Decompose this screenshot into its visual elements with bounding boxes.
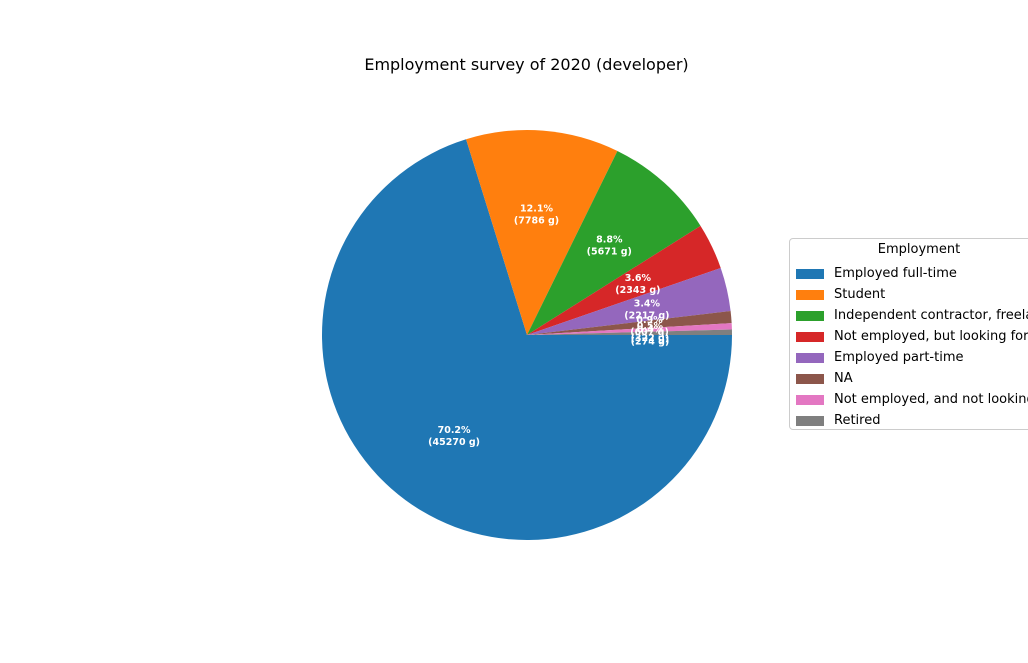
legend-swatch-0 bbox=[796, 268, 824, 279]
legend-title: Employment bbox=[877, 242, 961, 257]
legend-swatch-7 bbox=[796, 415, 824, 426]
legend-item-4: Employed part-time bbox=[796, 347, 1028, 368]
slice-percent-label-0: 70.2% bbox=[438, 425, 471, 436]
legend-item-0: Employed full-time bbox=[796, 263, 1028, 284]
pie-slice-2 bbox=[527, 151, 701, 335]
legend-swatch-3 bbox=[796, 331, 824, 342]
legend-item-3: Not employed, but looking for work bbox=[796, 326, 1028, 347]
legend-label-2: Independent contractor, freelancer, or s… bbox=[834, 308, 1028, 323]
legend-swatch-4 bbox=[796, 352, 824, 363]
pie-slice-7 bbox=[527, 329, 732, 335]
pie-slice-4 bbox=[527, 267, 731, 335]
legend-swatch-6 bbox=[796, 394, 824, 405]
slice-percent-label-3: 3.6% bbox=[625, 273, 652, 284]
slice-value-label-1: (7786 g) bbox=[514, 215, 559, 226]
legend-label-6: Not employed, and not looking for work bbox=[834, 392, 1028, 407]
legend-label-1: Student bbox=[834, 287, 886, 302]
legend-label-5: NA bbox=[834, 371, 853, 386]
legend-items: Employed full-time Student Independent con… bbox=[796, 263, 1028, 431]
slice-value-label-6: (322 g) bbox=[631, 333, 670, 344]
legend-label-3: Not employed, but looking for work bbox=[834, 329, 1028, 344]
legend-label-4: Employed part-time bbox=[834, 350, 964, 365]
slice-percent-label-6: 0.5% bbox=[637, 321, 664, 332]
legend-item-1: Student bbox=[796, 284, 1028, 305]
legend: Employment Employed full-time Student Inde… bbox=[789, 238, 1028, 430]
slice-percent-label-7: 0.4% bbox=[637, 324, 664, 335]
legend-swatch-5 bbox=[796, 373, 824, 384]
slice-percent-label-2: 8.8% bbox=[596, 235, 623, 246]
slice-value-label-4: (2217 g) bbox=[624, 311, 669, 322]
slice-value-label-3: (2343 g) bbox=[615, 285, 660, 296]
slice-value-label-7: (274 g) bbox=[631, 336, 670, 347]
slice-percent-label-4: 3.4% bbox=[634, 299, 661, 310]
slice-value-label-5: (607 g) bbox=[630, 327, 669, 338]
legend-label-0: Employed full-time bbox=[834, 266, 957, 281]
chart-title: Employment survey of 2020 (developer) bbox=[364, 55, 689, 74]
pie-slice-6 bbox=[527, 323, 732, 335]
pie-slice-5 bbox=[527, 311, 732, 335]
legend-item-7: Retired bbox=[796, 410, 1028, 431]
legend-item-2: Independent contractor, freelancer, or s… bbox=[796, 305, 1028, 326]
slice-percent-label-1: 12.1% bbox=[520, 203, 553, 214]
slice-percent-label-5: 0.9% bbox=[636, 315, 663, 326]
slice-value-label-2: (5671 g) bbox=[587, 247, 632, 258]
legend-item-6: Not employed, and not looking for work bbox=[796, 389, 1028, 410]
pie-slice-0 bbox=[322, 139, 732, 541]
legend-item-5: NA bbox=[796, 368, 1028, 389]
slice-value-label-0: (45270 g) bbox=[428, 437, 480, 448]
pie-slice-3 bbox=[527, 225, 721, 335]
legend-swatch-1 bbox=[796, 289, 824, 300]
legend-label-7: Retired bbox=[834, 413, 881, 428]
legend-swatch-2 bbox=[796, 310, 824, 321]
pie-slice-1 bbox=[466, 130, 618, 335]
